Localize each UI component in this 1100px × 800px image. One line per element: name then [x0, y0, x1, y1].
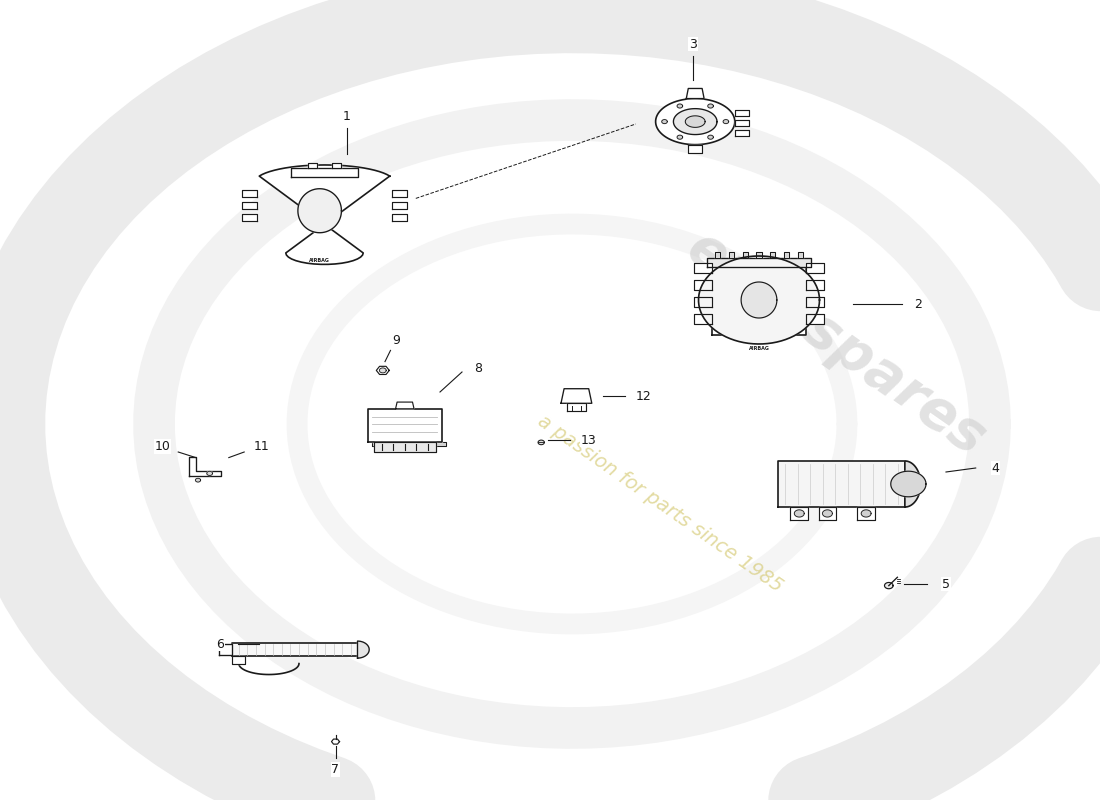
Polygon shape: [706, 258, 811, 267]
Text: 3: 3: [689, 38, 697, 50]
Text: AIRBAG: AIRBAG: [309, 258, 330, 262]
Polygon shape: [805, 297, 824, 307]
Polygon shape: [393, 214, 407, 222]
Text: 2: 2: [914, 298, 923, 310]
Polygon shape: [694, 297, 713, 307]
Text: a passion for parts since 1985: a passion for parts since 1985: [534, 412, 786, 596]
Polygon shape: [568, 403, 585, 411]
Text: 5: 5: [942, 578, 950, 590]
Polygon shape: [396, 402, 414, 409]
Polygon shape: [242, 214, 256, 222]
Polygon shape: [207, 471, 212, 475]
Polygon shape: [757, 252, 761, 258]
Polygon shape: [707, 104, 713, 108]
Polygon shape: [735, 120, 749, 126]
Polygon shape: [694, 263, 713, 273]
Polygon shape: [884, 582, 893, 589]
Polygon shape: [857, 507, 874, 520]
Polygon shape: [662, 119, 668, 124]
Polygon shape: [818, 507, 836, 520]
Polygon shape: [770, 252, 776, 258]
Polygon shape: [678, 135, 683, 139]
Polygon shape: [367, 409, 442, 442]
Polygon shape: [393, 202, 407, 209]
Polygon shape: [196, 478, 200, 482]
Text: 7: 7: [331, 763, 340, 776]
Polygon shape: [715, 252, 720, 258]
Polygon shape: [823, 510, 833, 517]
Polygon shape: [393, 190, 407, 197]
Polygon shape: [673, 109, 717, 134]
Polygon shape: [698, 256, 820, 344]
Polygon shape: [189, 458, 221, 476]
Polygon shape: [723, 119, 728, 124]
Polygon shape: [232, 643, 358, 656]
Polygon shape: [678, 104, 683, 108]
Text: 6: 6: [216, 638, 224, 650]
Polygon shape: [689, 145, 702, 154]
Text: eurospares: eurospares: [676, 222, 996, 466]
Polygon shape: [741, 282, 777, 318]
Polygon shape: [686, 89, 704, 98]
Polygon shape: [308, 163, 317, 169]
Polygon shape: [260, 165, 389, 264]
Polygon shape: [379, 368, 386, 373]
Polygon shape: [232, 656, 245, 663]
Polygon shape: [561, 389, 592, 403]
Text: 9: 9: [392, 334, 400, 346]
Text: 4: 4: [991, 462, 1000, 474]
Polygon shape: [656, 98, 735, 145]
Polygon shape: [694, 280, 713, 290]
Polygon shape: [861, 510, 871, 517]
Polygon shape: [707, 135, 713, 139]
Text: 11: 11: [254, 440, 270, 453]
Text: 8: 8: [474, 362, 483, 374]
Polygon shape: [331, 739, 340, 744]
Polygon shape: [905, 461, 921, 507]
Text: 10: 10: [155, 440, 170, 453]
Polygon shape: [373, 442, 447, 446]
Polygon shape: [805, 280, 824, 290]
Polygon shape: [358, 641, 370, 658]
Polygon shape: [538, 440, 544, 445]
Polygon shape: [242, 202, 256, 209]
Text: 1: 1: [342, 110, 351, 122]
Text: 12: 12: [636, 390, 651, 402]
Polygon shape: [742, 252, 748, 258]
Polygon shape: [791, 507, 808, 520]
Polygon shape: [374, 442, 436, 453]
Polygon shape: [798, 252, 803, 258]
Polygon shape: [332, 163, 341, 169]
Polygon shape: [805, 263, 824, 273]
Polygon shape: [891, 471, 926, 497]
Polygon shape: [694, 314, 713, 324]
Polygon shape: [735, 110, 749, 116]
Polygon shape: [219, 644, 232, 655]
Polygon shape: [290, 169, 359, 178]
Polygon shape: [794, 510, 804, 517]
Text: AIRBAG: AIRBAG: [749, 346, 769, 350]
Polygon shape: [805, 314, 824, 324]
Polygon shape: [778, 461, 905, 507]
Polygon shape: [298, 189, 341, 233]
Text: 13: 13: [581, 434, 596, 446]
Polygon shape: [376, 366, 389, 374]
Polygon shape: [728, 252, 734, 258]
Polygon shape: [735, 130, 749, 136]
Polygon shape: [685, 116, 705, 127]
Polygon shape: [713, 267, 805, 335]
Polygon shape: [783, 252, 789, 258]
Polygon shape: [242, 190, 256, 197]
